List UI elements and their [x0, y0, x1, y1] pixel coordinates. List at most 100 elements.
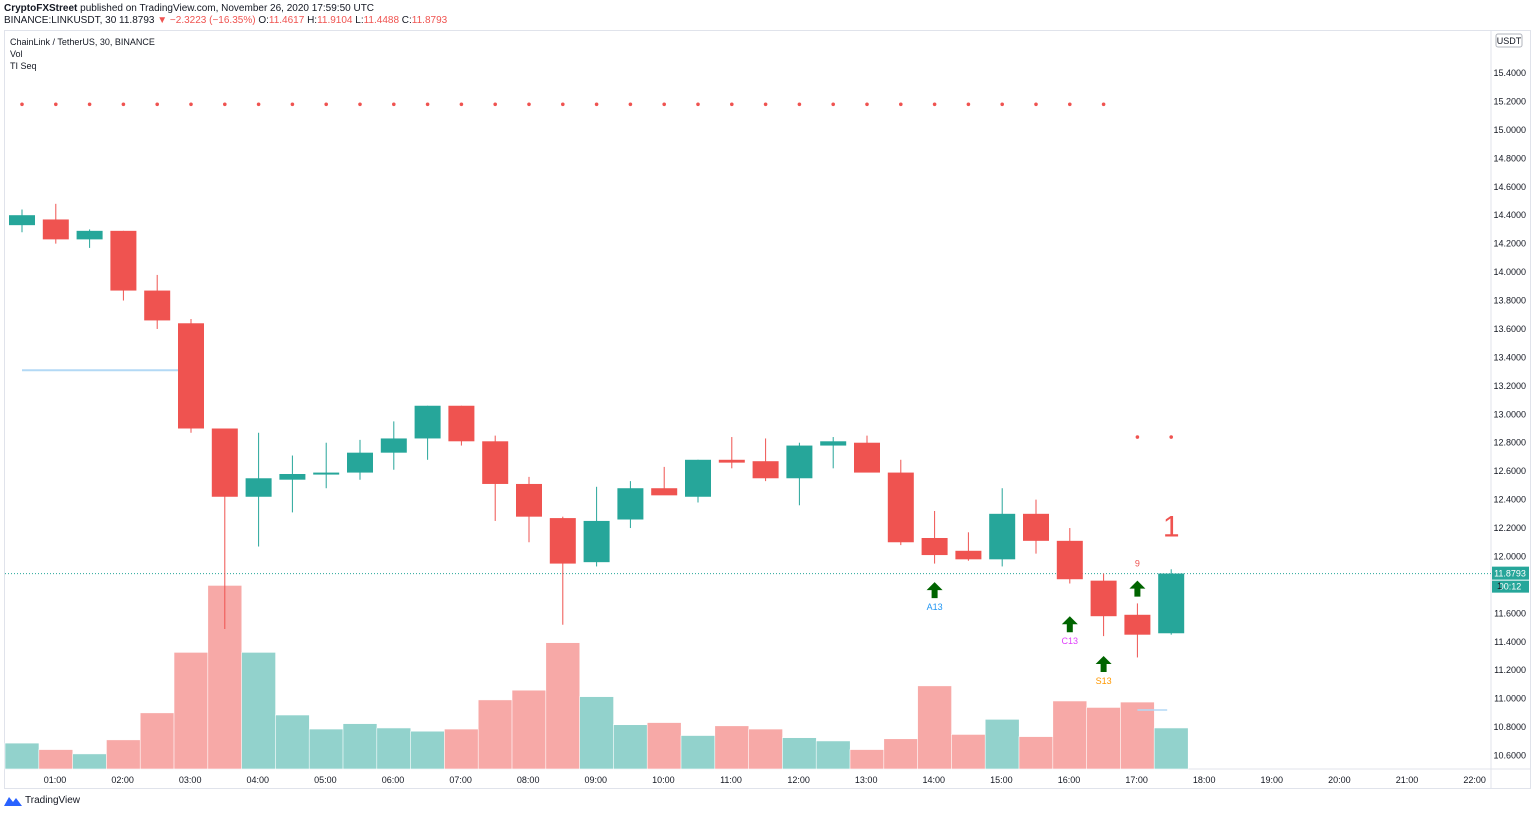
price-tick-label: 13.2000: [1493, 381, 1526, 391]
sequential-dot: [425, 102, 430, 107]
candle-body[interactable]: [42, 219, 69, 240]
sequential-dot: [1068, 102, 1072, 107]
volume-bar: [545, 642, 581, 770]
candle-body[interactable]: [144, 290, 171, 321]
candle-body[interactable]: [854, 442, 880, 473]
candle-body[interactable]: [313, 472, 340, 475]
price-tick-label: 14.4000: [1493, 210, 1526, 220]
volume-bar: [4, 742, 40, 770]
candle-body[interactable]: [482, 441, 509, 484]
tradingview-label: TradingView: [25, 795, 81, 806]
volume-bar: [680, 735, 716, 770]
sequential-dot: [493, 102, 498, 107]
time-tick-label: 06:00: [382, 775, 405, 785]
volume-bar: [917, 685, 952, 770]
candle-body[interactable]: [211, 428, 238, 497]
candle-body[interactable]: [347, 452, 373, 473]
price-tick-label: 10.6000: [1493, 751, 1526, 761]
sequential-dot: [899, 102, 903, 107]
candle-body[interactable]: [752, 461, 779, 479]
candle-body[interactable]: [651, 488, 678, 496]
signal-label: 9: [1135, 559, 1140, 569]
candle-body[interactable]: [178, 323, 204, 429]
close-value: 11.8793: [411, 15, 448, 26]
volume-bar: [782, 737, 817, 770]
candle-body[interactable]: [448, 405, 475, 442]
candle-body[interactable]: [549, 518, 576, 564]
sequential-dot: [1101, 102, 1106, 107]
candle-body[interactable]: [887, 472, 914, 543]
candle-body[interactable]: [718, 459, 745, 463]
candle-body[interactable]: [786, 445, 813, 479]
candle-body[interactable]: [279, 474, 306, 480]
sequential-dot: [20, 102, 24, 107]
sequential-dot: [696, 102, 700, 107]
candle-body[interactable]: [617, 488, 644, 520]
up-arrow-icon: [1095, 656, 1112, 673]
candle-body[interactable]: [1056, 540, 1083, 580]
tradingview-icon: [4, 797, 22, 806]
sequential-dot: [358, 102, 362, 107]
volume-bar: [72, 753, 107, 770]
low-value: 11.4488: [363, 15, 400, 26]
publisher-line: CryptoFXStreet published on TradingView.…: [4, 3, 374, 14]
candle-body[interactable]: [380, 438, 407, 453]
high-label: H:: [307, 15, 318, 26]
candle-body[interactable]: [989, 513, 1016, 560]
open-value: 11.4617: [268, 15, 305, 26]
price-tick-label: 14.6000: [1493, 182, 1526, 192]
candle-body[interactable]: [76, 230, 103, 240]
volume-bar: [1120, 701, 1155, 770]
candle-body[interactable]: [516, 483, 542, 517]
candle-body[interactable]: [583, 520, 610, 563]
countdown-label: 00:12: [1499, 582, 1522, 592]
price-tick-label: 13.4000: [1493, 352, 1526, 362]
currency-box[interactable]: [1495, 33, 1523, 48]
time-tick-label: 13:00: [855, 775, 878, 785]
tradingview-logo[interactable]: TradingView: [4, 795, 80, 806]
volume-bar: [139, 712, 175, 770]
candle-body[interactable]: [414, 405, 441, 439]
candle-body[interactable]: [685, 459, 711, 497]
time-tick-label: 16:00: [1058, 775, 1081, 785]
candle-body[interactable]: [245, 478, 272, 497]
price-tick-label: 12.4000: [1493, 495, 1526, 505]
price-tick-label: 15.4000: [1493, 68, 1526, 78]
last-price-value: 11.8793: [119, 15, 155, 26]
candle-body[interactable]: [110, 230, 137, 291]
sequential-dot: [87, 102, 92, 107]
low-label: L:: [355, 15, 364, 26]
price-tick-label: 11.2000: [1494, 665, 1526, 675]
countdown-badge: [1492, 580, 1529, 593]
candle-body[interactable]: [1124, 614, 1151, 635]
open-label: O:: [258, 15, 269, 26]
candle-body[interactable]: [1090, 580, 1117, 617]
volume-bar: [613, 724, 648, 770]
sequential-dot: [865, 102, 869, 107]
currency-label: USDT: [1497, 36, 1522, 46]
candle-body[interactable]: [955, 550, 982, 560]
publisher-name: CryptoFXStreet: [4, 3, 78, 14]
last-price-badge: [1492, 566, 1529, 580]
volume-bar: [308, 728, 344, 770]
volume-bar: [376, 727, 412, 770]
legend-indicator[interactable]: TI Seq: [10, 61, 37, 71]
legend-symbol[interactable]: ChainLink / TetherUS, 30, BINANCE: [10, 37, 155, 47]
price-tick-label: 14.2000: [1493, 239, 1526, 249]
volume-bar: [748, 728, 783, 770]
sequential-dot: [797, 102, 802, 107]
down-triangle-icon: ▼: [157, 15, 168, 26]
candle-body[interactable]: [9, 215, 35, 226]
candle-body[interactable]: [820, 441, 847, 446]
ohlc-line: BINANCE:LINKUSDT, 30 11.8793 ▼ −2.3223 (…: [4, 15, 447, 26]
volume-bar: [275, 714, 310, 770]
candle-body[interactable]: [921, 537, 948, 556]
volume-bar: [849, 749, 885, 770]
candle-body[interactable]: [1023, 513, 1049, 541]
volume-bar: [106, 739, 141, 770]
candle-body[interactable]: [1158, 573, 1185, 634]
legend-volume[interactable]: Vol: [10, 49, 23, 59]
volume-bar: [444, 728, 479, 770]
volume-bar: [1153, 727, 1189, 770]
